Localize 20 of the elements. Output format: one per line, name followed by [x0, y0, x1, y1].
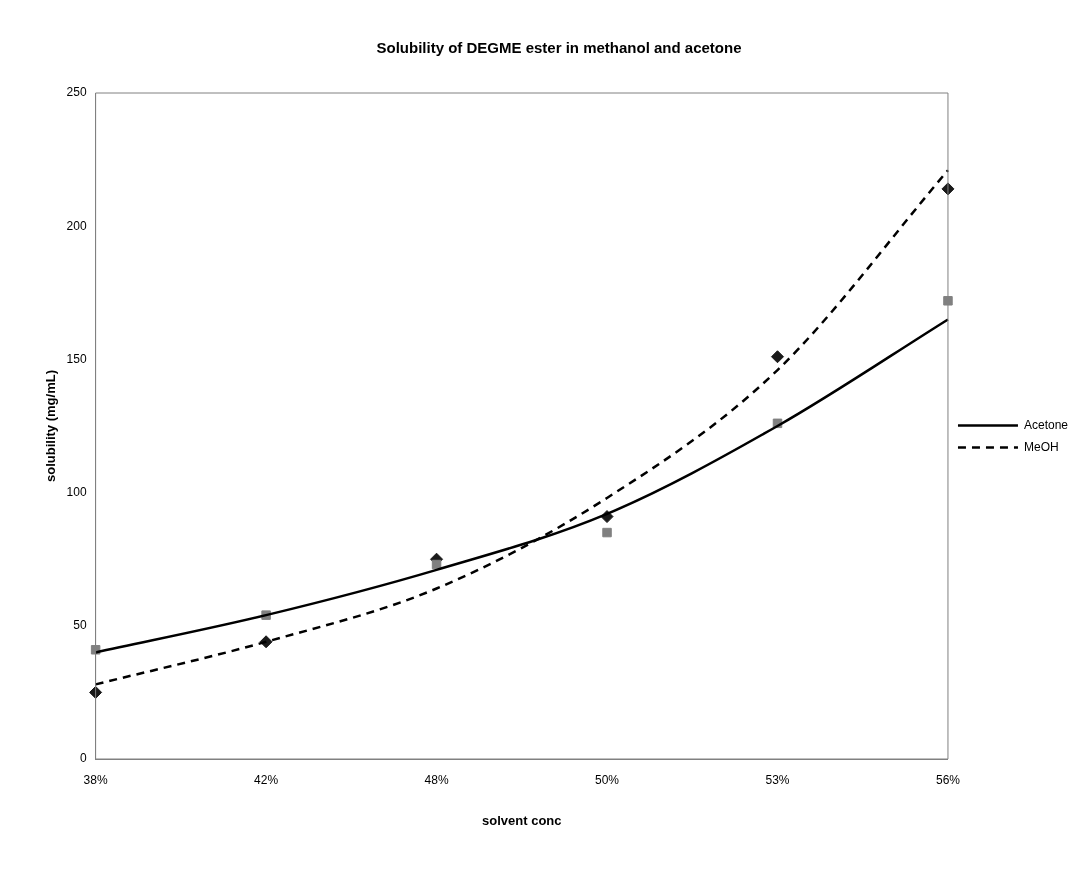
y-tick-label: 50	[73, 618, 87, 633]
y-tick-label: 100	[66, 484, 87, 499]
legend-label: MeOH	[1023, 439, 1059, 454]
x-axis-title: solvent conc	[482, 812, 562, 828]
y-tick-label: 0	[79, 751, 87, 766]
legend-label: Acetone	[1023, 417, 1069, 432]
x-tick-label: 38%	[83, 772, 108, 787]
y-axis-title: solubility (mg/mL)	[43, 370, 59, 482]
x-tick-label: 48%	[424, 772, 449, 787]
point	[943, 296, 953, 306]
y-tick-label: 250	[66, 85, 87, 100]
x-tick-label: 50%	[595, 772, 620, 787]
x-tick-label: 53%	[765, 772, 790, 787]
y-tick-label: 200	[66, 218, 87, 233]
x-tick-label: 56%	[935, 772, 961, 787]
chart-title: Solubility of DEGME ester in methanol and acetone	[376, 39, 742, 57]
y-tick-label: 150	[66, 351, 87, 366]
point	[771, 350, 784, 364]
x-tick-label: 42%	[254, 772, 279, 787]
point	[602, 527, 612, 538]
